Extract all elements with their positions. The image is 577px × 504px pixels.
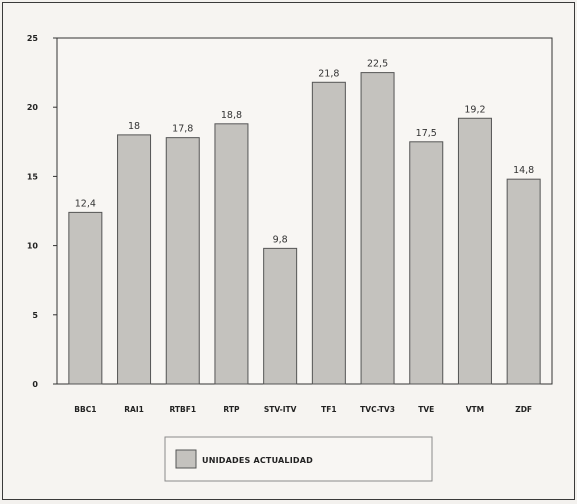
x-tick-label: TF1: [321, 405, 336, 414]
bar: [506, 178, 541, 385]
y-tick-label: 25: [27, 34, 39, 43]
x-tick-label: ZDF: [515, 405, 532, 414]
y-tick-label: 15: [27, 172, 39, 181]
bar-value-label: 14,8: [513, 165, 534, 176]
bar-value-label: 18: [128, 121, 140, 132]
bar: [311, 81, 346, 385]
bar-value-label: 17,5: [416, 128, 437, 139]
y-tick-label: 0: [32, 380, 38, 389]
bar-value-label: 22,5: [367, 59, 388, 70]
bar: [68, 211, 103, 385]
y-tick-label: 10: [27, 242, 39, 251]
legend-swatch: [175, 449, 197, 469]
bar-value-label: 9,8: [273, 234, 288, 245]
bar: [214, 123, 249, 385]
bar-value-label: 19,2: [464, 104, 485, 115]
x-tick-label: RAI1: [124, 405, 144, 414]
bar-value-label: 12,4: [75, 198, 96, 209]
bar: [409, 141, 444, 385]
bar: [263, 247, 298, 385]
x-tick-label: STV-ITV: [264, 405, 297, 414]
bar: [360, 72, 395, 385]
bar-value-label: 21,8: [318, 68, 339, 79]
y-tick-label: 5: [32, 311, 38, 320]
x-tick-label: VTM: [466, 405, 484, 414]
bar: [165, 137, 200, 385]
bar: [117, 134, 152, 385]
x-tick-label: TVC-TV3: [360, 405, 395, 414]
x-tick-label: BBC1: [74, 405, 96, 414]
bar-value-label: 17,8: [172, 124, 193, 135]
bar: [457, 117, 492, 385]
legend-label: UNIDADES ACTUALIDAD: [202, 456, 313, 465]
legend-box: [164, 436, 433, 482]
bar-value-label: 18,8: [221, 110, 242, 121]
x-tick-label: TVE: [418, 405, 434, 414]
x-tick-label: RTP: [223, 405, 240, 414]
y-tick-label: 20: [27, 103, 39, 112]
x-tick-label: RTBF1: [169, 405, 196, 414]
